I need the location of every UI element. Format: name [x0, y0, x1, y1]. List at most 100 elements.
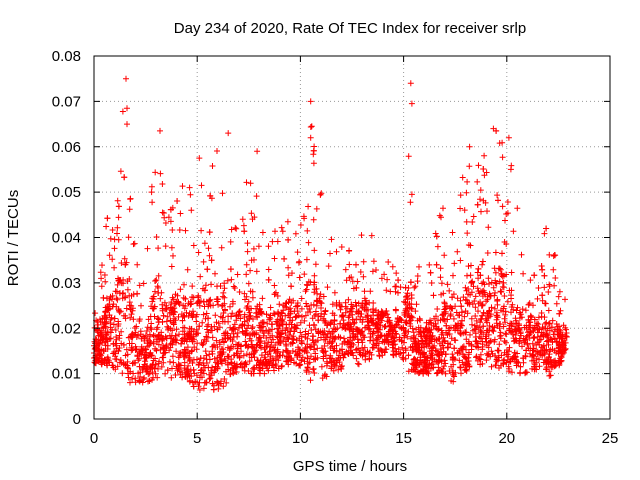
data-point [271, 291, 278, 298]
data-point [505, 134, 512, 141]
data-point [402, 329, 409, 336]
data-point [370, 306, 377, 313]
data-point [167, 317, 174, 324]
data-point [370, 328, 377, 335]
data-point [249, 216, 256, 223]
data-point [546, 281, 553, 288]
data-point [369, 344, 376, 351]
data-point [98, 275, 105, 282]
data-point [253, 310, 259, 317]
data-point [484, 250, 491, 256]
data-point [423, 343, 430, 350]
data-point [494, 314, 501, 321]
data-point [311, 286, 318, 293]
data-point [361, 344, 368, 351]
data-point [529, 357, 535, 364]
data-point [486, 307, 493, 314]
data-point [357, 349, 364, 356]
data-point [232, 326, 239, 333]
data-point [384, 336, 391, 343]
data-point [354, 331, 361, 338]
data-point [310, 339, 317, 346]
data-point [240, 222, 247, 229]
data-point [333, 342, 340, 349]
data-point [385, 259, 392, 265]
data-point [364, 318, 371, 325]
data-point [247, 312, 254, 319]
data-point [274, 319, 281, 326]
data-point [195, 362, 202, 368]
data-point [530, 334, 537, 341]
data-point [458, 309, 465, 316]
data-point [136, 363, 143, 370]
data-point [396, 350, 403, 357]
data-point [384, 311, 391, 318]
data-point [395, 289, 401, 296]
data-point [207, 296, 214, 303]
data-point [306, 343, 313, 350]
data-point [190, 383, 197, 390]
data-point [355, 309, 362, 316]
data-point [497, 329, 504, 336]
data-point [437, 274, 444, 281]
data-point [270, 344, 276, 351]
data-point [315, 313, 322, 319]
data-point [479, 312, 486, 319]
data-point [337, 334, 344, 341]
data-point [92, 310, 99, 317]
data-point [173, 326, 180, 333]
data-point [215, 385, 222, 392]
data-point [374, 336, 381, 343]
data-point [116, 307, 122, 314]
data-point [552, 326, 559, 333]
data-point [271, 282, 278, 289]
data-point [347, 321, 354, 328]
data-point [274, 334, 281, 341]
data-point [541, 347, 548, 354]
data-point [353, 284, 360, 291]
data-point [499, 273, 506, 280]
y-tick-label: 0.04 [52, 230, 81, 247]
data-point [527, 319, 534, 326]
data-point [272, 361, 279, 368]
data-point [195, 249, 202, 256]
data-point [314, 298, 321, 305]
data-point [378, 347, 385, 354]
data-point [160, 354, 167, 361]
data-point [234, 350, 241, 357]
data-point [370, 300, 377, 306]
data-point [123, 305, 130, 312]
data-point [549, 346, 556, 353]
data-point [468, 279, 475, 286]
data-point [129, 360, 136, 367]
data-point [160, 312, 167, 319]
data-point [510, 228, 517, 235]
data-point [302, 312, 309, 319]
data-point [359, 339, 366, 346]
data-point [485, 331, 492, 338]
y-tick-label: 0.08 [52, 48, 81, 65]
data-point [209, 343, 216, 350]
data-point [149, 298, 156, 305]
data-point [479, 280, 485, 287]
data-point [249, 324, 256, 330]
data-point [377, 333, 384, 340]
data-point [219, 190, 226, 197]
data-point [245, 306, 252, 313]
data-point [463, 297, 470, 304]
data-point [342, 309, 349, 316]
data-point [292, 314, 299, 321]
data-point [304, 364, 311, 371]
data-point [154, 283, 161, 290]
data-point [141, 374, 148, 381]
data-point [423, 338, 429, 345]
data-point [304, 282, 311, 289]
data-point [271, 311, 278, 318]
data-point [467, 291, 474, 298]
data-point [461, 207, 468, 214]
data-point [499, 154, 506, 161]
data-point [349, 337, 356, 344]
data-point [278, 224, 285, 231]
data-point [426, 261, 433, 268]
data-point [169, 353, 176, 360]
